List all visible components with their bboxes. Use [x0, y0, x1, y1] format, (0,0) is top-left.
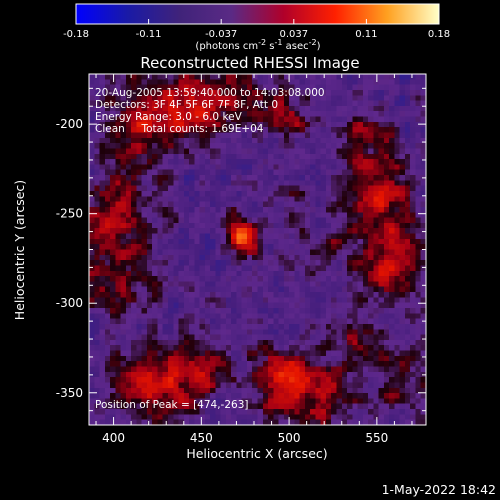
info-block: 20-Aug-2005 13:59:40.000 to 14:03:08.000…: [95, 87, 325, 411]
info-line-counts: Clean Total counts: 1.69E+04: [95, 123, 264, 135]
y-tick-label: -200: [56, 117, 83, 131]
colorbar-gradient: [75, 3, 440, 25]
heatmap-image: [89, 74, 426, 425]
colorbar-tick-label: -0.037: [205, 29, 237, 40]
y-tick-label: -300: [56, 296, 83, 310]
y-tick-label: -350: [56, 386, 83, 400]
axis-ticks: 400 450 500 550 -200 -250 -300 -350: [56, 74, 426, 445]
image-plot: 400 450 500 550 -200 -250 -300 -350: [56, 73, 427, 445]
colorbar-ticks: -0.18 -0.11 -0.037 0.037 0.11 0.18: [63, 19, 450, 40]
x-tick-label: 400: [102, 431, 125, 445]
info-line-energy: Energy Range: 3.0 - 6.0 keV: [95, 111, 243, 123]
x-axis-label: Heliocentric X (arcsec): [186, 446, 327, 461]
y-tick-label: -250: [56, 207, 83, 221]
colorbar-tick-label: 0.18: [428, 29, 450, 40]
x-tick-label: 450: [190, 431, 213, 445]
render-timestamp: 1-May-2022 18:42: [382, 482, 496, 497]
chart-title: Reconstructed RHESSI Image: [140, 54, 359, 72]
peak-position-text: Position of Peak = [474,-263]: [95, 399, 249, 411]
colorbar-unit-label: (photons cm-2 s-1 asec-2): [195, 38, 320, 52]
info-line-detectors: Detectors: 3F 4F 5F 6F 7F 8F, Att 0: [95, 99, 278, 111]
colorbar-tick-label: -0.11: [136, 29, 162, 40]
colorbar-tick-label: 0.11: [355, 29, 377, 40]
y-axis-label: Heliocentric Y (arcsec): [12, 180, 27, 320]
colorbar-tick-label: -0.18: [63, 29, 89, 40]
colorbar: -0.18 -0.11 -0.037 0.037 0.11 0.18 (photons c…: [63, 3, 450, 52]
x-tick-label: 500: [278, 431, 301, 445]
info-line-time: 20-Aug-2005 13:59:40.000 to 14:03:08.000: [95, 87, 325, 99]
colorbar-tick-label: 0.037: [279, 29, 308, 40]
x-tick-label: 550: [365, 431, 388, 445]
